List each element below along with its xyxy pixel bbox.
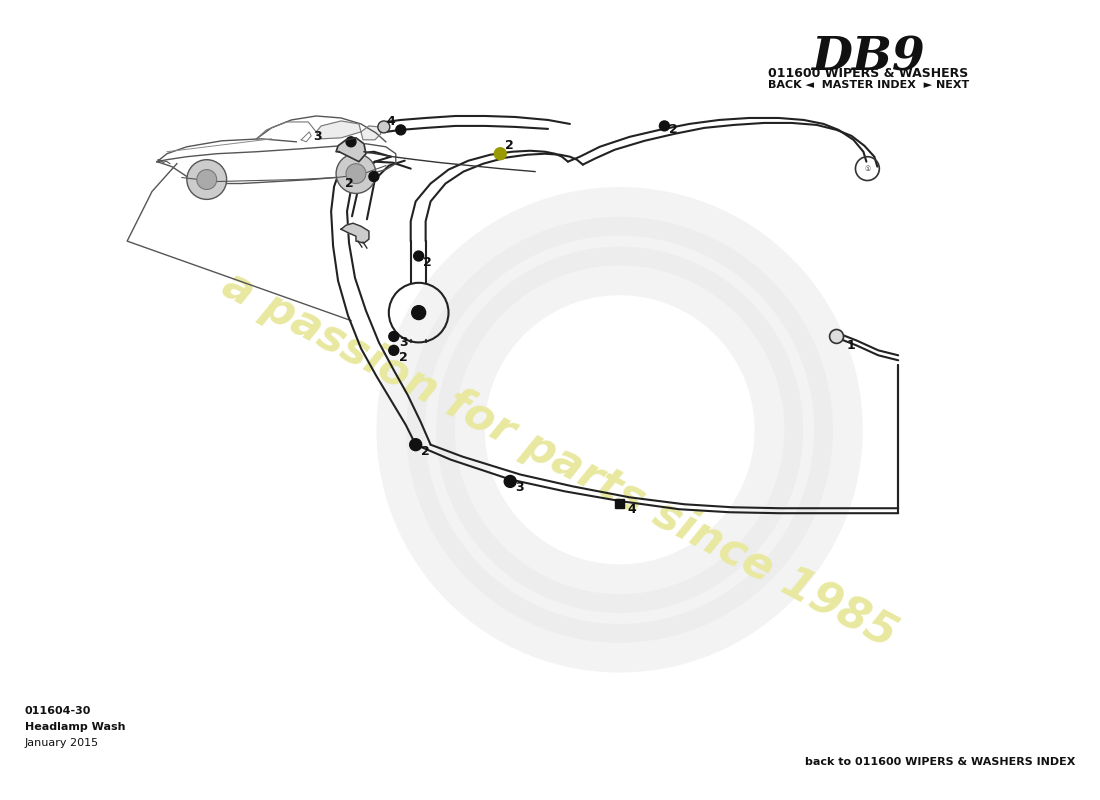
Text: a passion for parts since 1985: a passion for parts since 1985: [216, 263, 904, 656]
Polygon shape: [361, 126, 381, 140]
Circle shape: [187, 160, 227, 199]
Text: Headlamp Wash: Headlamp Wash: [24, 722, 125, 732]
Circle shape: [197, 170, 217, 190]
Bar: [615, 499, 624, 508]
Polygon shape: [341, 223, 368, 243]
Circle shape: [829, 330, 844, 343]
Text: 4: 4: [387, 115, 396, 129]
Text: 2: 2: [505, 139, 514, 152]
Circle shape: [409, 438, 421, 450]
Text: 1: 1: [847, 339, 855, 352]
Text: 2: 2: [420, 445, 429, 458]
Circle shape: [346, 137, 356, 146]
Polygon shape: [316, 121, 361, 139]
Text: 2: 2: [670, 123, 678, 136]
Text: January 2015: January 2015: [24, 738, 99, 747]
Text: 2: 2: [345, 177, 354, 190]
Circle shape: [388, 346, 399, 355]
Text: back to 011600 WIPERS & WASHERS INDEX: back to 011600 WIPERS & WASHERS INDEX: [805, 758, 1076, 767]
Text: 2: 2: [422, 257, 431, 270]
Circle shape: [494, 148, 506, 160]
Text: 2: 2: [399, 350, 407, 364]
Text: 3: 3: [314, 130, 322, 143]
Text: 4: 4: [628, 502, 637, 516]
Circle shape: [346, 164, 366, 183]
Circle shape: [659, 121, 670, 131]
Circle shape: [411, 306, 426, 319]
Text: 011604-30: 011604-30: [24, 706, 91, 716]
Text: 3: 3: [399, 336, 407, 349]
Text: DB9: DB9: [812, 34, 925, 81]
Text: 3: 3: [515, 481, 524, 494]
Text: ①: ①: [865, 166, 870, 172]
Circle shape: [388, 331, 399, 342]
Text: BACK ◄  MASTER INDEX  ► NEXT: BACK ◄ MASTER INDEX ► NEXT: [768, 80, 969, 90]
Circle shape: [504, 475, 516, 487]
Circle shape: [396, 125, 406, 135]
Circle shape: [378, 121, 389, 133]
Circle shape: [414, 251, 424, 261]
Polygon shape: [337, 138, 366, 162]
Circle shape: [368, 171, 378, 182]
Circle shape: [337, 154, 376, 194]
Text: 011600 WIPERS & WASHERS: 011600 WIPERS & WASHERS: [768, 67, 968, 80]
